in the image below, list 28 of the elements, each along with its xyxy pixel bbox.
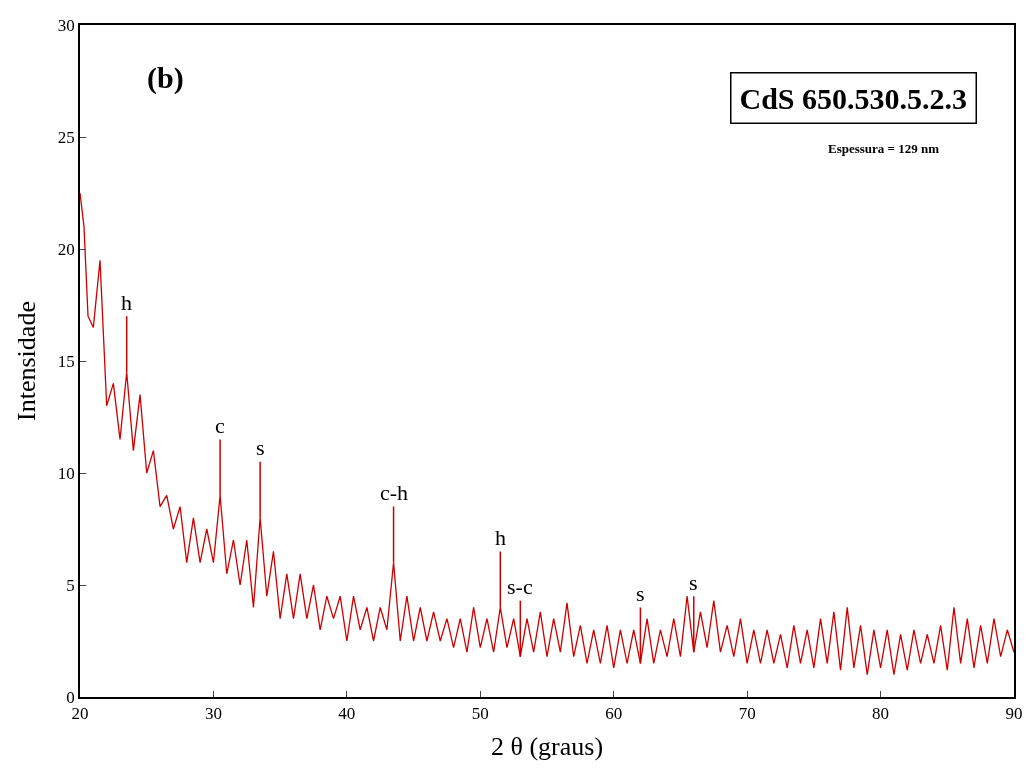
line-series xyxy=(80,192,1014,676)
x-tick-label: 70 xyxy=(738,704,756,724)
annotation: s xyxy=(689,570,698,595)
annotation: h xyxy=(495,525,506,550)
annotation: CdS 650.530.5.2.3 xyxy=(739,81,968,115)
x-tick-label: 90 xyxy=(1005,704,1023,724)
y-axis-title: Intensidade xyxy=(11,301,41,421)
annotation: c-h xyxy=(380,480,409,505)
annotation: c xyxy=(215,413,225,438)
y-tick-label: 0 xyxy=(66,687,75,707)
annotation: s xyxy=(256,435,265,460)
annotation: s xyxy=(636,581,645,606)
x-tick-label: 50 xyxy=(471,704,489,724)
x-tick-label: 40 xyxy=(338,704,356,724)
annotation: h xyxy=(121,290,132,315)
y-tick-label: 10 xyxy=(57,463,75,483)
annotation: Espessura = 129 nm xyxy=(828,141,940,156)
y-tick-label: 5 xyxy=(66,575,75,595)
y-tick-label: 20 xyxy=(57,239,75,259)
annotation: (b) xyxy=(147,61,184,95)
y-tick-label: 15 xyxy=(57,351,75,371)
y-tick-label: 30 xyxy=(57,15,75,35)
annotation: s-c xyxy=(507,574,533,599)
x-tick-label: 60 xyxy=(605,704,623,724)
x-axis-title: 2 θ (graus) xyxy=(490,732,604,762)
x-tick-label: 30 xyxy=(204,704,222,724)
y-tick-label: 25 xyxy=(57,127,75,147)
x-tick-label: 80 xyxy=(872,704,890,724)
